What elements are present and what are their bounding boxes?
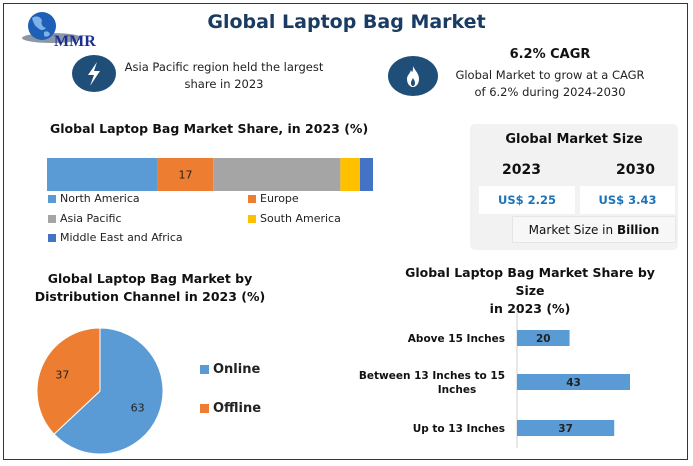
bar-label-up-to-13-inches: 37	[558, 423, 573, 435]
size-share-title: Global Laptop Bag Market Share by Size i…	[390, 264, 670, 318]
legend-label: Europe	[260, 192, 299, 205]
distribution-title-line1: Global Laptop Bag Market by	[47, 271, 253, 286]
page-title: Global Laptop Bag Market	[207, 11, 486, 33]
pie-slice-online	[53, 327, 164, 455]
bar-above-15-inches	[517, 330, 570, 346]
unit-bold: Billion	[616, 222, 660, 237]
size-share-title-line2: in 2023 (%)	[489, 301, 571, 316]
highlight-asia-pacific: Asia Pacific region held the largest sha…	[124, 59, 324, 93]
distribution-pie-chart: 63 37	[36, 327, 164, 455]
legend-item-offline: Offline	[200, 401, 261, 416]
pie-slice-offline	[36, 327, 101, 435]
regional-share-legend: North America Europe Asia Pacific South Ame…	[48, 192, 368, 252]
regional-share-stacked-bar: 17	[47, 158, 373, 191]
bar-up-to-13-inches	[517, 420, 615, 436]
distribution-title: Global Laptop Bag Market by Distribution…	[30, 270, 270, 306]
legend-item-europe: Europe	[248, 192, 299, 205]
value-2030: US$ 3.43	[580, 186, 675, 214]
pie-label-offline: 37	[55, 369, 69, 382]
bar-between-13-inches-to-15	[517, 374, 630, 390]
segment-south-america	[340, 158, 360, 191]
bar-label-above-15-inches: 20	[536, 333, 551, 345]
cagr-heading: 6.2% CAGR	[509, 47, 591, 62]
infographic-frame	[3, 3, 688, 460]
cagr-text-line2: of 6.2% during 2024-2030	[474, 85, 626, 99]
legend-label: South America	[260, 212, 341, 225]
legend-label: Asia Pacific	[60, 212, 122, 225]
legend-swatch	[48, 194, 56, 203]
market-size-title: Global Market Size	[505, 132, 643, 147]
flame-icon-badge	[388, 56, 438, 96]
highlight-text-line2: share in 2023	[184, 77, 264, 91]
legend-swatch	[48, 214, 56, 223]
segment-europe	[157, 158, 214, 191]
legend-item-middle-east-and-africa: Middle East and Africa	[48, 231, 183, 244]
distribution-title-line2: Distribution Channel in 2023 (%)	[34, 289, 266, 304]
legend-item-south-america: South America	[248, 212, 341, 225]
segment-asia-pacific	[213, 158, 341, 191]
legend-item-asia-pacific: Asia Pacific	[48, 212, 122, 225]
legend-label: Offline	[213, 401, 262, 416]
legend-item-north-america: North America	[48, 192, 140, 205]
flame-icon	[407, 66, 419, 87]
legend-swatch	[200, 365, 209, 374]
regional-share-title: Global Laptop Bag Market Share, in 2023 …	[50, 121, 369, 136]
market-size-unit: Market Size in Billion	[512, 216, 676, 243]
pie-label-online: 63	[131, 401, 145, 414]
cagr-text-line1: Global Market to grow at a CAGR	[455, 68, 645, 82]
legend-label: Online	[213, 362, 261, 377]
data-label-europe: 17	[179, 169, 193, 182]
legend-swatch	[248, 194, 256, 203]
segment-north-america	[47, 158, 158, 191]
highlight-cagr: Global Market to grow at a CAGR of 6.2% …	[450, 67, 650, 101]
market-size-card: Global Market Size 2023 2030 US$ 2.25 US…	[470, 124, 678, 250]
category-label-line2: Inches	[438, 384, 476, 396]
lightning-icon-badge	[72, 55, 116, 92]
legend-label: North America	[60, 192, 140, 205]
category-label-between-13-inches-to-15: Between 13 Inches to 15	[359, 370, 505, 382]
mmr-logo: MMR	[22, 12, 96, 50]
legend-label: Middle East and Africa	[60, 231, 183, 244]
legend-swatch	[48, 233, 56, 242]
svg-text:MMR: MMR	[54, 33, 96, 50]
legend-swatch	[248, 214, 256, 223]
year-2023: 2023	[502, 162, 541, 178]
legend-item-online: Online	[200, 362, 260, 377]
category-label-above-15-inches: Above 15 Inches	[408, 333, 505, 345]
distribution-legend: Online Offline	[200, 362, 300, 432]
category-label-up-to-13-inches: Up to 13 Inches	[413, 423, 505, 435]
year-2030: 2030	[616, 162, 655, 178]
bar-label-between-13-inches-to-15: 43	[566, 377, 581, 389]
legend-swatch	[200, 404, 209, 413]
highlight-text-line1: Asia Pacific region held the largest	[124, 60, 324, 74]
lightning-icon	[88, 62, 100, 86]
size-share-bar-chart: 20 Above 15 Inches 43 Between 13 Inches to …	[359, 310, 630, 448]
size-share-title-line1: Global Laptop Bag Market Share by Size	[405, 265, 655, 298]
value-2023: US$ 2.25	[479, 186, 575, 214]
unit-prefix: Market Size in	[528, 222, 617, 237]
segment-middle-east-and-africa	[359, 158, 373, 191]
